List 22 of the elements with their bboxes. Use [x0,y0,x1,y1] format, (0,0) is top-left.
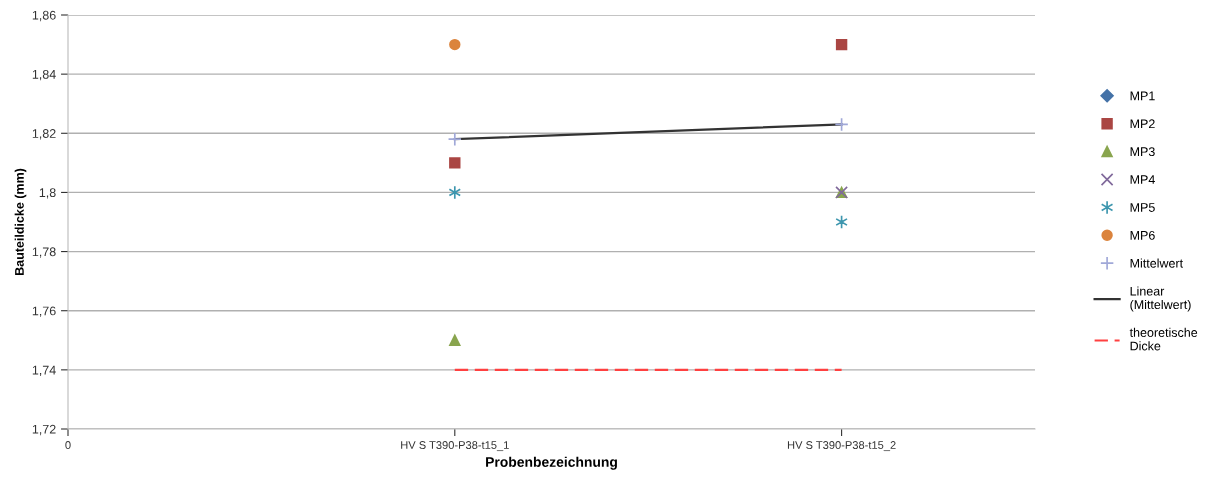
y-tick-label: 1,72 [32,424,56,436]
y-tick-label: 1,86 [32,10,56,22]
y-tick-label: 1,74 [32,365,56,376]
legend-label: theoretische Dicke [1129,327,1198,351]
legend-label: MP1 [1130,91,1155,101]
legend-label: MP3 [1130,147,1155,157]
legend-label: Linear (Mittelwert) [1130,286,1191,312]
y-axis-title: Bauteildicke (mm) [14,168,27,275]
x-tick-label: 0 [65,441,71,449]
x-axis-title: Probenbezeichnung [486,456,617,470]
legend-label: Mittelwert [1130,258,1183,268]
x-tick-label: HV S T390-P38-t15_2 [787,441,896,452]
x-tick-label: HV S T390-P38-t15_1 [401,441,509,452]
y-tick-label: 1,78 [32,247,56,258]
legend-label: MP5 [1130,203,1155,212]
y-tick-label: 1,8 [39,188,56,199]
legend-label: MP4 [1130,175,1155,184]
legend-label: MP2 [1130,119,1155,129]
legend-label: MP6 [1130,230,1155,240]
y-tick-label: 1,76 [32,306,56,317]
y-tick-label: 1,82 [32,129,56,140]
y-tick-label: 1,84 [32,69,56,81]
